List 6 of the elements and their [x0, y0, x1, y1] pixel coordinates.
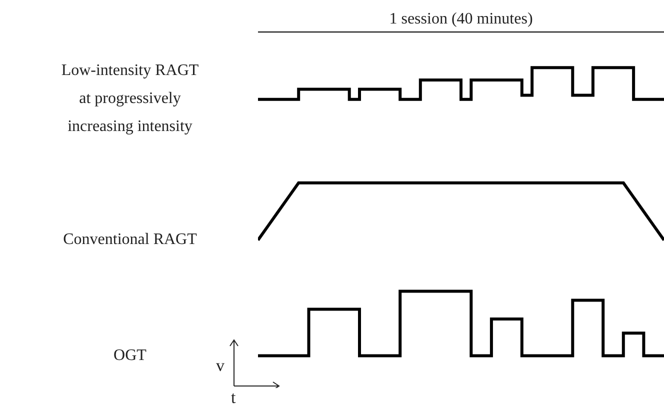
text: Low-intensity RAGT at progressively increasing intensity: [60, 61, 200, 137]
x-axis-title: t: [231, 388, 236, 408]
text: Conventional RAGT: [62, 230, 198, 250]
chart-title: 1 session (40 minutes): [389, 10, 533, 28]
y-axis-title: v: [216, 356, 224, 376]
text: OGT: [112, 346, 148, 366]
